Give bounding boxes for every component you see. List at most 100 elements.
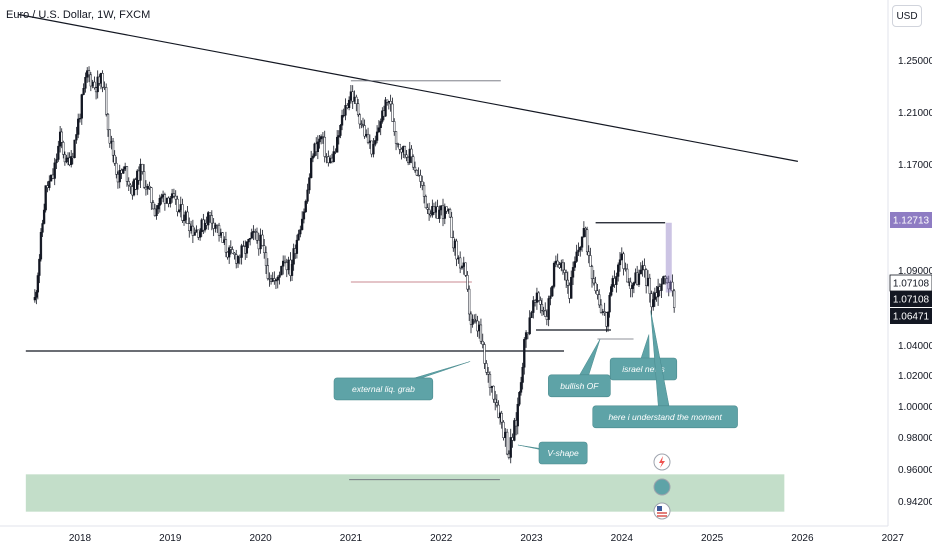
candle-body xyxy=(332,151,335,163)
annotation-box[interactable] xyxy=(548,374,611,398)
candle-body xyxy=(643,265,646,270)
flag-icon[interactable] xyxy=(653,478,671,496)
candle-body xyxy=(361,124,365,126)
annotations[interactable]: external liq. grab bullish OF israel news h… xyxy=(333,310,738,465)
candle-body xyxy=(573,261,576,268)
candle-body xyxy=(626,268,629,283)
candle-body xyxy=(285,262,288,271)
candle-body xyxy=(302,211,306,220)
candle-body xyxy=(611,278,614,287)
position-tool-bar[interactable] xyxy=(665,222,672,293)
candle-body xyxy=(554,260,558,264)
candle-body xyxy=(44,185,47,211)
candle-body xyxy=(42,209,46,224)
candle-body xyxy=(403,146,407,156)
candle-body xyxy=(177,209,181,212)
candle-body xyxy=(264,252,268,266)
candle-body xyxy=(455,240,458,260)
currency-button[interactable]: USD xyxy=(892,5,922,27)
candle-body xyxy=(441,205,445,219)
candle-body xyxy=(238,256,241,258)
y-tick-label: 1.25000 xyxy=(898,56,932,67)
annotation-box[interactable] xyxy=(333,377,434,401)
y-tick-label: 1.17000 xyxy=(898,160,932,171)
candle-body xyxy=(78,117,82,120)
x-tick-labels: 2018 2019 2020 2021 2022 2023 2024 2025 2026 2027 xyxy=(69,533,904,544)
candle-body xyxy=(363,125,366,137)
candle-body xyxy=(589,255,592,267)
us-flag-icon[interactable] xyxy=(653,502,671,520)
candle-body xyxy=(358,114,361,125)
candle-body xyxy=(622,253,625,269)
candle-body xyxy=(330,157,334,163)
candle-body xyxy=(33,297,37,301)
candle-body xyxy=(323,136,326,157)
candle-body xyxy=(356,103,360,115)
candle-body xyxy=(561,262,565,271)
candle-body xyxy=(327,156,330,163)
candle-body xyxy=(398,143,401,150)
candle-body xyxy=(157,205,160,210)
time-axis[interactable]: 2018 2019 2020 2021 2022 2023 2024 2025 2026 2027 xyxy=(0,525,904,544)
candle-body xyxy=(252,230,255,233)
candle-body xyxy=(427,209,431,215)
candle-body xyxy=(639,269,642,275)
candle-body xyxy=(660,283,663,291)
annotation-box[interactable] xyxy=(592,405,738,429)
candle-body xyxy=(516,403,519,427)
candle-body xyxy=(419,175,422,182)
candle-body xyxy=(440,205,443,211)
candle-body xyxy=(113,154,116,164)
candle-body xyxy=(582,228,586,238)
bar-pattern-icon[interactable] xyxy=(653,453,671,471)
candle-body xyxy=(231,249,234,254)
position-tool[interactable] xyxy=(665,222,672,293)
flag-icon-circle xyxy=(653,478,671,496)
candle-body xyxy=(374,140,377,145)
candle-body xyxy=(146,185,149,190)
candle-body xyxy=(504,431,507,438)
candle-body xyxy=(75,134,78,141)
candle-body xyxy=(584,228,587,230)
candle-body xyxy=(116,174,120,183)
annotation-label: V-shape xyxy=(547,448,579,458)
candle-body xyxy=(585,229,589,253)
candle-body xyxy=(598,294,601,306)
candle-body xyxy=(248,238,252,240)
candle-body xyxy=(637,273,641,285)
candle-body xyxy=(511,437,514,441)
candle-body xyxy=(662,276,665,285)
candle-body xyxy=(216,224,219,226)
annotation-box[interactable] xyxy=(538,441,588,465)
price-axis[interactable]: 1.250001.210001.170001.130001.090001.040… xyxy=(887,0,932,526)
candle-body xyxy=(167,197,170,204)
candle-body xyxy=(471,318,474,325)
candle-body xyxy=(645,269,648,286)
candle-body xyxy=(120,169,123,174)
candle-body xyxy=(316,141,320,152)
candle-body xyxy=(191,225,195,236)
trendline[interactable] xyxy=(18,13,798,162)
candle-body xyxy=(473,318,476,321)
candle-body xyxy=(370,140,373,155)
candle-body xyxy=(89,74,92,87)
candle-body xyxy=(377,127,381,133)
candle-body xyxy=(507,453,511,458)
candle-body xyxy=(274,279,278,282)
candle-body xyxy=(658,286,661,291)
candle-body xyxy=(263,245,266,253)
candle-body xyxy=(150,187,153,203)
candle-body xyxy=(490,385,493,388)
y-tick-label: 1.04000 xyxy=(898,341,932,352)
candle-body xyxy=(656,286,660,298)
candle-body xyxy=(575,251,578,262)
drawing-lines[interactable] xyxy=(18,13,798,481)
candle-body xyxy=(579,247,582,251)
candle-body xyxy=(278,274,281,278)
candle-body xyxy=(65,157,68,163)
candle-body xyxy=(163,194,167,204)
price-badge-label: 1.07108 xyxy=(893,295,930,306)
candle-body xyxy=(219,232,223,236)
candle-body xyxy=(266,265,269,279)
